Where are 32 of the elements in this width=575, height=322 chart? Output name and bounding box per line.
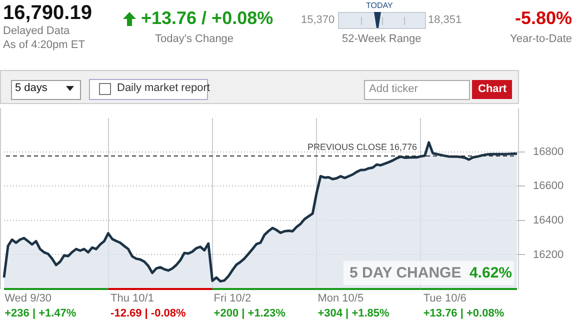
- text: +13.76 / +0.08%: [141, 8, 274, 29]
- text: Daily market report: [117, 82, 210, 94]
- text: As of 4:20pm ET: [3, 39, 85, 51]
- text: 18,351: [428, 14, 462, 26]
- text: -12.69 | -0.08%: [110, 308, 186, 320]
- text: +13.76 | +0.08%: [423, 308, 504, 320]
- text: Delayed Data: [3, 25, 70, 37]
- x-tick-label: Wed 9/30: [4, 292, 52, 305]
- text: 52-Week Range: [342, 33, 422, 45]
- text: 5 days: [15, 82, 48, 94]
- annotation: 4.62%: [469, 264, 512, 282]
- text: Today's Change: [155, 33, 234, 45]
- text: Add ticker: [369, 83, 418, 95]
- x-tick-label: Thu 10/1: [110, 292, 154, 305]
- text: TODAY: [366, 1, 393, 10]
- text: +200 | +1.23%: [214, 308, 286, 320]
- text: -5.80%: [514, 8, 572, 29]
- y-tick-label: 16200: [533, 248, 564, 261]
- annotation: 5 DAY CHANGE: [349, 264, 462, 282]
- text: Year-to-Date: [510, 33, 572, 45]
- y-tick-label: 16600: [533, 180, 564, 192]
- text: +236 | +1.47%: [4, 308, 76, 320]
- text: 15,370: [301, 14, 335, 26]
- text: Chart: [478, 83, 507, 95]
- text: +304 | +1.85%: [318, 308, 390, 320]
- chart-title: 16,790.19: [3, 2, 92, 25]
- x-tick-label: Fri 10/2: [214, 292, 252, 305]
- x-tick-label: Tue 10/6: [423, 292, 466, 305]
- x-tick-label: Mon 10/5: [318, 292, 364, 305]
- y-tick-label: 16400: [533, 214, 564, 226]
- y-tick-label: 16800: [533, 146, 564, 158]
- ref-line-label: PREVIOUS CLOSE 16,776: [307, 142, 417, 152]
